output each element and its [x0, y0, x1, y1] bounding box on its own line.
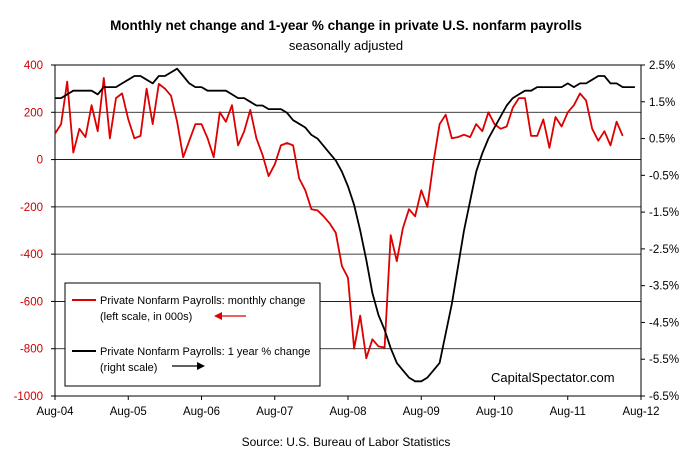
source-note: Source: U.S. Bureau of Labor Statistics	[242, 435, 451, 449]
legend-arrowhead-right	[197, 362, 205, 370]
left-tick-label: 200	[24, 107, 43, 119]
left-tick-label: -400	[20, 249, 43, 261]
legend-sublabel-monthly: (left scale, in 000s)	[100, 311, 192, 323]
x-tick-label: Aug-10	[476, 406, 513, 418]
left-tick-label: -1000	[14, 391, 43, 403]
right-axis: 2.5% 1.5% 0.5% -0.5% -1.5% -2.5% -3.5% -4.5% -5.…	[641, 60, 679, 403]
left-tick-label: -600	[20, 296, 43, 308]
left-tick-label: 400	[24, 60, 43, 72]
watermark: CapitalSpectator.com	[491, 370, 615, 385]
left-tick-label: -200	[20, 202, 43, 214]
legend-label-annual: Private Nonfarm Payrolls: 1 year % chang…	[100, 346, 310, 358]
x-axis: Aug-04 Aug-05 Aug-06 Aug-07 Aug-08 Aug-09 Aug-…	[36, 396, 660, 418]
right-tick-label: -3.5%	[649, 281, 679, 293]
legend-arrowhead-left	[214, 312, 222, 320]
right-tick-label: -6.5%	[649, 391, 679, 403]
legend-label-monthly: Private Nonfarm Payrolls: monthly change	[100, 295, 305, 307]
x-tick-label: Aug-06	[183, 406, 220, 418]
right-tick-label: -0.5%	[649, 170, 679, 182]
x-tick-label: Aug-07	[256, 406, 293, 418]
series-lines	[54, 67, 635, 383]
monthly-change-line	[54, 77, 624, 360]
left-tick-label: -800	[20, 344, 43, 356]
left-tick-label: 0	[37, 155, 43, 167]
x-tick-label: Aug-08	[329, 406, 366, 418]
right-tick-label: -1.5%	[649, 207, 679, 219]
x-tick-label: Aug-04	[36, 406, 74, 418]
legend-box	[64, 282, 321, 387]
chart-subtitle: seasonally adjusted	[289, 38, 403, 53]
right-tick-label: -4.5%	[649, 317, 679, 329]
right-tick-label: 2.5%	[649, 60, 675, 72]
chart-title: Monthly net change and 1-year % change i…	[110, 18, 582, 33]
legend: Private Nonfarm Payrolls: monthly change…	[64, 282, 321, 387]
legend-sublabel-annual: (right scale)	[100, 362, 157, 374]
x-tick-label: Aug-09	[403, 406, 440, 418]
x-tick-label: Aug-11	[550, 406, 586, 418]
right-tick-label: 0.5%	[649, 134, 675, 146]
x-tick-label: Aug-12	[622, 406, 659, 418]
right-tick-label: -2.5%	[649, 244, 679, 256]
right-tick-label: 1.5%	[649, 97, 675, 109]
x-tick-label: Aug-05	[110, 406, 147, 418]
annual-change-line	[55, 67, 635, 383]
right-tick-label: -5.5%	[649, 354, 679, 366]
left-axis: 400 200 0 -200 -400 -600 -800 -1000	[14, 60, 55, 403]
